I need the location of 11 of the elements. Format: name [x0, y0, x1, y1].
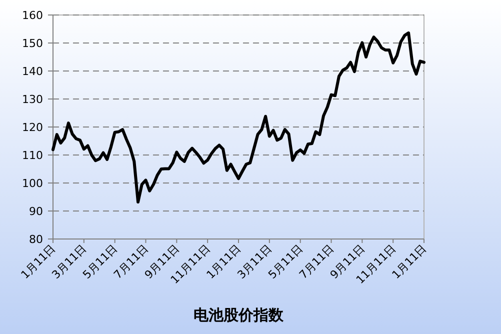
y-tick-label: 80 [29, 233, 43, 246]
y-tick-label: 150 [22, 37, 43, 50]
y-tick-label: 100 [22, 177, 43, 190]
y-tick-label: 130 [22, 93, 43, 106]
y-tick-label: 110 [22, 149, 43, 162]
y-tick-label: 160 [22, 9, 43, 22]
y-tick-label: 120 [22, 121, 43, 134]
y-tick-label: 90 [29, 205, 43, 218]
y-tick-label: 140 [22, 65, 43, 78]
x-axis-title: 电池股价指数 [194, 306, 284, 324]
line-series [52, 31, 426, 204]
